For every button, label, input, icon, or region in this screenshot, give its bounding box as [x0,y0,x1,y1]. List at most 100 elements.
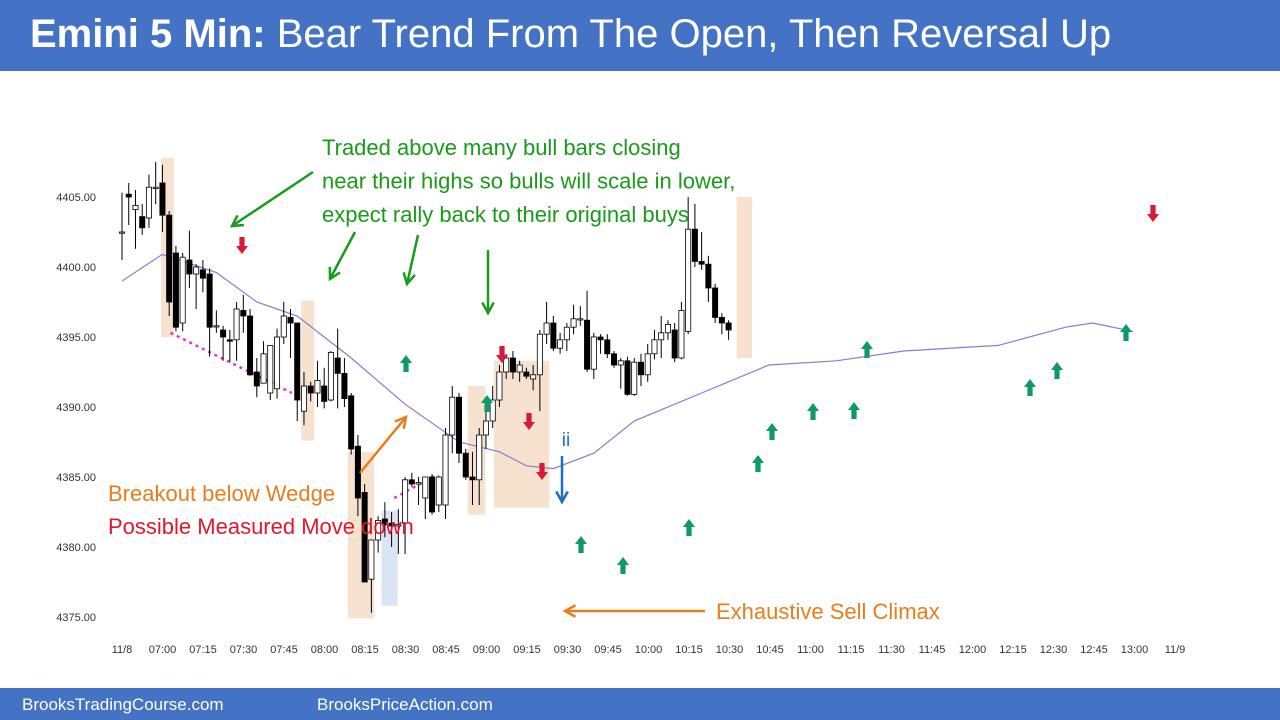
green-pointer-head [328,266,341,282]
green-pointer [328,231,357,280]
bull-signal-arrow [848,402,860,419]
x-tick-label: 09:15 [513,644,541,656]
x-tick-label: 11:30 [878,644,905,656]
x-tick-label: 07:00 [149,644,177,656]
green-annotation-line: Traded above many bull bars closing [322,135,681,160]
green-pointer-head [402,272,416,287]
wedge-pointer [359,416,407,474]
bull-candle [543,322,550,335]
title-bold: Emini 5 Min: [30,12,266,56]
bear-candle [321,385,328,402]
bear-candle [725,322,732,331]
bear-candle [718,316,725,324]
y-tick-label: 4375.00 [56,612,96,624]
green-pointer-head [481,301,495,316]
y-tick-label: 4385.00 [56,472,96,484]
ema-line [121,253,1134,470]
x-tick-label: 08:15 [351,644,379,656]
bear-candle [247,315,254,376]
bear-candle [671,329,678,359]
bull-candle [402,479,409,524]
bull-candle [314,379,321,394]
bear-candle [381,518,388,525]
bear-signal-arrow [523,413,535,430]
x-tick-label: 11:45 [919,644,946,656]
bear-candle [712,287,719,318]
bear-candle [408,479,415,485]
bull-candle [631,361,638,395]
bear-candle [698,260,705,265]
x-tick-label: 07:30 [230,644,258,656]
x-tick-label: 10:00 [635,644,663,656]
bull-candle [496,371,503,401]
green-pointer-head [229,214,245,228]
y-tick-label: 4405.00 [56,192,96,204]
x-tick-label: 10:15 [675,644,703,656]
bear-candle [334,357,341,374]
bull-candle [678,309,685,359]
bear-candle [691,228,698,262]
bull-signal-arrow [400,355,412,372]
bear-candle [125,193,132,198]
bull-candle [152,186,159,189]
bear-candle [287,316,294,324]
x-tick-label: 11/8 [112,644,133,656]
footer-bar: BrooksTradingCourse.com BrooksPriceActio… [0,688,1280,720]
x-tick-label: 10:30 [716,644,744,656]
bull-candle [489,399,496,422]
green-pointer [231,170,314,228]
bull-candle [658,332,665,341]
green-annotation-line: expect rally back to their original buys [322,202,689,227]
wedge-trendline [169,331,293,395]
bull-candle [651,339,658,355]
bear-candle [226,339,233,342]
x-tick-label: 11/9 [1165,644,1186,656]
bear-candle [604,339,611,355]
x-tick-label: 09:00 [473,644,501,656]
bull-signal-arrow [766,423,778,440]
bear-candle [388,522,395,527]
bull-candle [590,336,597,370]
x-tick-label: 07:45 [270,644,298,656]
bear-candle [139,216,146,229]
bull-signal-arrow [1024,379,1036,396]
bull-candle [536,333,543,376]
wedge-annotation: Breakout below Wedge [108,481,335,506]
bull-candle [422,476,429,499]
bear-candle [597,336,604,341]
bull-candle [300,385,307,412]
bear-candle [341,372,348,399]
bear-candle [172,252,179,328]
bull-candle [482,420,489,436]
footer-right-link[interactable]: BrooksPriceAction.com [317,695,493,714]
x-tick-label: 09:45 [594,644,622,656]
bear-candle [462,452,469,478]
bull-candle [415,482,422,485]
x-tick-label: 11:00 [797,644,824,656]
bull-signal-arrow [575,536,587,553]
bear-signal-arrow [1147,205,1159,222]
x-tick-label: 10:45 [756,644,784,656]
green-annotation-line: near their highs so bulls will scale in … [322,169,735,194]
highlight-box-6 [736,197,753,358]
bull-signal-arrow [1120,324,1132,341]
y-tick-label: 4390.00 [56,402,96,414]
bull-candle [327,351,334,401]
climax-trendline [393,473,439,500]
bear-candle [294,322,301,401]
bear-candle [307,385,314,394]
x-tick-label: 11:15 [838,644,865,656]
x-tick-label: 12:30 [1040,644,1068,656]
bull-candle [119,231,126,234]
bear-candle [611,353,618,366]
bull-candle [503,357,510,373]
bear-candle [186,259,193,275]
bear-candle [469,476,476,481]
footer-left-link[interactable]: BrooksTradingCourse.com [22,695,224,714]
x-tick-label: 08:30 [392,644,420,656]
y-tick-label: 4395.00 [56,332,96,344]
highlight-box-3 [381,510,398,606]
bear-candle [523,371,530,377]
y-tick-label: 4400.00 [56,262,96,274]
bear-candle [637,361,644,376]
